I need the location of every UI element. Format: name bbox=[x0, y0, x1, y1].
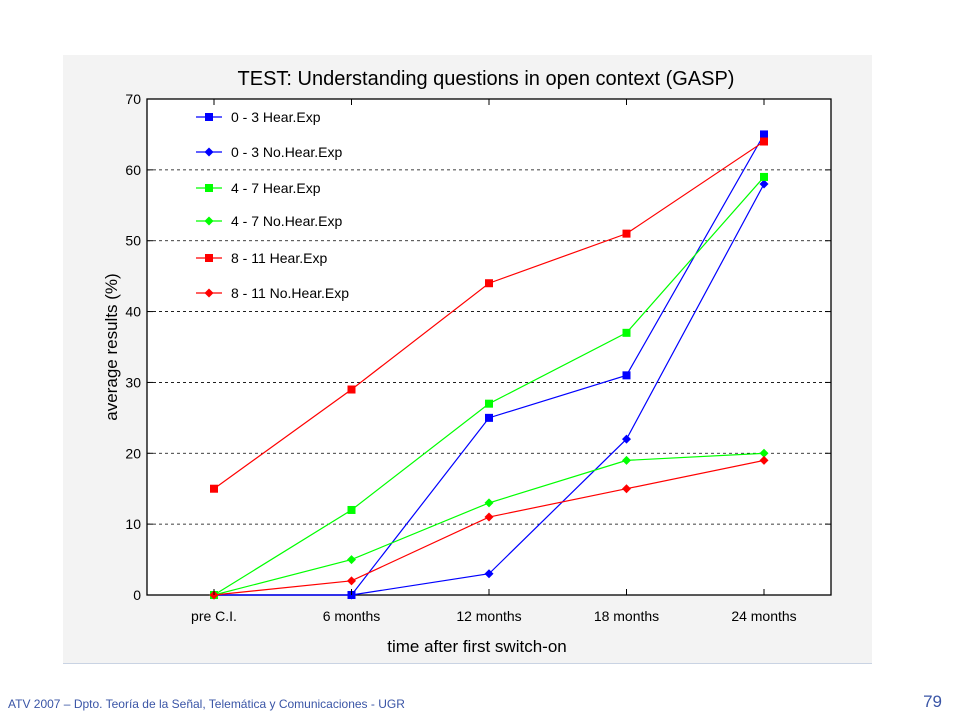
data-point bbox=[485, 413, 493, 422]
legend-marker bbox=[205, 184, 213, 192]
y-axis-label: average results (%) bbox=[102, 273, 121, 420]
x-tick-label: pre C.I. bbox=[191, 608, 237, 624]
data-point bbox=[484, 512, 494, 522]
data-point bbox=[210, 484, 218, 493]
chart-title: TEST: Understanding questions in open co… bbox=[238, 68, 735, 90]
y-tick-label: 20 bbox=[125, 445, 141, 461]
grid-lines bbox=[147, 169, 831, 525]
x-tick-label: 24 months bbox=[731, 608, 796, 624]
y-tick-label: 70 bbox=[125, 91, 141, 107]
series-5 bbox=[209, 455, 769, 600]
legend-item: 8 - 11 Hear.Exp bbox=[196, 250, 327, 266]
data-point bbox=[759, 455, 769, 465]
y-tick-label: 10 bbox=[125, 516, 141, 532]
axes-layer: 0 10 20 30 40 50 60 70 pre C.I. 6 months 12 months… bbox=[125, 91, 831, 624]
data-point bbox=[485, 399, 493, 408]
x-tick-label: 12 months bbox=[456, 608, 521, 624]
data-point bbox=[760, 172, 768, 181]
data-point bbox=[347, 505, 356, 514]
y-tick-label: 40 bbox=[125, 304, 141, 320]
data-point bbox=[759, 179, 769, 189]
legend-marker bbox=[205, 113, 213, 121]
data-point bbox=[622, 229, 631, 238]
legend-label: 8 - 11 No.Hear.Exp bbox=[231, 285, 349, 301]
legend-label: 0 - 3 No.Hear.Exp bbox=[231, 144, 342, 160]
data-point bbox=[347, 385, 356, 394]
legend-item: 0 - 3 Hear.Exp bbox=[196, 109, 321, 125]
legend-marker bbox=[204, 288, 214, 298]
data-point bbox=[622, 371, 631, 380]
legend-item: 4 - 7 Hear.Exp bbox=[196, 180, 321, 196]
y-tick-label: 0 bbox=[133, 587, 141, 603]
legend-item: 0 - 3 No.Hear.Exp bbox=[196, 144, 342, 160]
page-number: 79 bbox=[923, 692, 942, 711]
data-point bbox=[622, 328, 631, 337]
data-point bbox=[347, 576, 356, 586]
footer-text: ATV 2007 – Dpto. Teoría de la Señal, Tel… bbox=[8, 697, 405, 711]
data-point bbox=[622, 455, 631, 465]
legend-marker bbox=[205, 254, 213, 262]
y-tick-label: 50 bbox=[125, 233, 141, 249]
series-layer bbox=[209, 130, 769, 600]
legend: 0 - 3 Hear.Exp 0 - 3 No.Hear.Exp 4 - 7 Hea… bbox=[196, 109, 349, 301]
legend-item: 8 - 11 No.Hear.Exp bbox=[196, 285, 349, 301]
legend-item: 4 - 7 No.Hear.Exp bbox=[196, 213, 342, 229]
data-point bbox=[485, 279, 493, 288]
legend-marker bbox=[204, 147, 214, 157]
x-axis-label: time after first switch-on bbox=[387, 637, 567, 656]
legend-marker bbox=[204, 216, 214, 226]
y-tick-label: 60 bbox=[125, 162, 141, 178]
legend-label: 4 - 7 No.Hear.Exp bbox=[231, 213, 342, 229]
legend-label: 4 - 7 Hear.Exp bbox=[231, 180, 321, 196]
y-tick-label: 30 bbox=[125, 374, 141, 390]
data-point bbox=[347, 555, 356, 565]
data-point bbox=[622, 434, 631, 444]
data-point bbox=[484, 569, 494, 579]
data-point bbox=[622, 484, 631, 494]
data-point bbox=[760, 137, 768, 146]
data-point bbox=[759, 448, 769, 458]
series-4 bbox=[210, 137, 768, 493]
data-point bbox=[484, 498, 494, 508]
figure-divider bbox=[63, 663, 872, 664]
plot-area bbox=[146, 98, 832, 596]
legend-label: 0 - 3 Hear.Exp bbox=[231, 109, 321, 125]
legend-label: 8 - 11 Hear.Exp bbox=[231, 250, 327, 266]
x-tick-label: 18 months bbox=[594, 608, 659, 624]
data-point bbox=[760, 130, 768, 139]
x-tick-label: 6 months bbox=[323, 608, 381, 624]
